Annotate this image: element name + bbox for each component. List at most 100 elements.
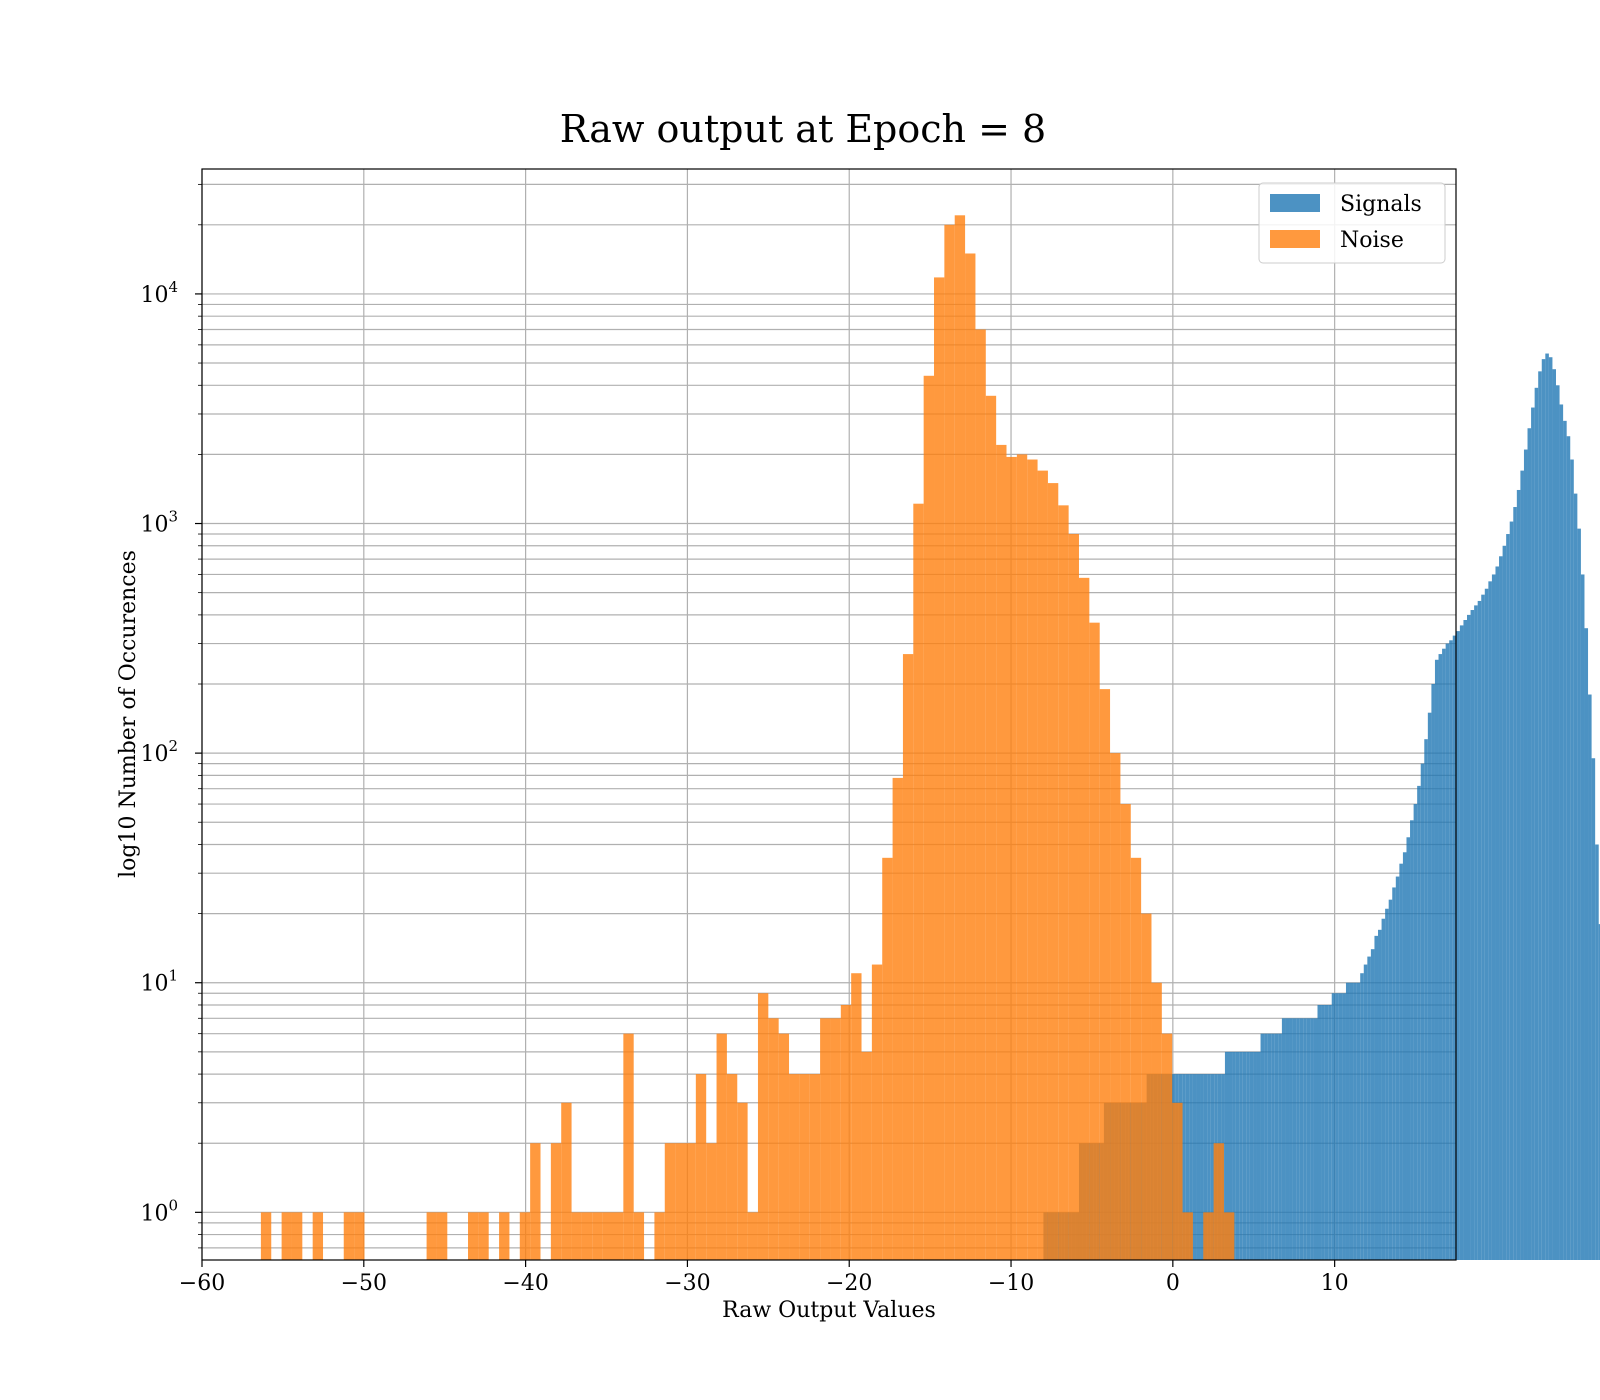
- histogram-bar: [1281, 1018, 1286, 1260]
- histogram-bar: [1588, 694, 1592, 1260]
- y-tick-label: 100: [140, 1196, 178, 1226]
- histogram-bar: [281, 1212, 292, 1260]
- histogram-bar: [1481, 594, 1485, 1260]
- histogram-bar: [706, 1143, 717, 1260]
- histogram-bar: [1484, 588, 1489, 1260]
- histogram-bar: [820, 1018, 831, 1260]
- y-tick-label: 102: [140, 737, 178, 767]
- histogram-bar: [1185, 1074, 1190, 1260]
- histogram-bar: [354, 1212, 365, 1260]
- histogram-bar: [1313, 1018, 1318, 1260]
- histogram-bar: [809, 1074, 821, 1260]
- histogram-bar: [1548, 357, 1553, 1260]
- histogram-bar: [1374, 935, 1379, 1260]
- histogram-bar: [1249, 1051, 1254, 1260]
- histogram-bar: [602, 1212, 613, 1260]
- x-axis-title: Raw Output Values: [722, 1298, 936, 1323]
- histogram-bar: [530, 1143, 541, 1260]
- histogram-bar: [944, 224, 955, 1261]
- legend: Signals Noise: [1258, 182, 1446, 264]
- histogram-bar: [1527, 428, 1532, 1260]
- histogram-bar: [1559, 404, 1564, 1261]
- histogram-bar: [1353, 982, 1357, 1260]
- histogram-bar: [1385, 908, 1389, 1260]
- histogram-bar: [1474, 605, 1478, 1260]
- histogram-bar: [1402, 852, 1407, 1260]
- histogram-bar: [975, 329, 986, 1261]
- histogram-bar: [1406, 837, 1411, 1260]
- histogram-bar: [1207, 1074, 1211, 1260]
- histogram-bar: [1324, 1004, 1329, 1260]
- histogram-bar: [1321, 1004, 1325, 1260]
- x-tick-label: 0: [1166, 1271, 1180, 1296]
- histogram-bar: [1552, 369, 1556, 1260]
- histogram-bar: [426, 1212, 437, 1260]
- histogram-bar: [1378, 929, 1382, 1260]
- histogram-bar: [716, 1033, 727, 1260]
- histogram-bar: [312, 1212, 324, 1260]
- histogram-bar: [1338, 993, 1343, 1260]
- histogram-bar: [1470, 610, 1475, 1260]
- histogram-bar: [1395, 876, 1400, 1260]
- y-tick-label: 104: [140, 278, 178, 308]
- histogram-bar: [1278, 1033, 1282, 1260]
- histogram-bar: [1477, 600, 1482, 1260]
- plot-area: −60 −50 −40 −30 −20 −10 0 10 100 101 102 103 104: [140, 168, 1600, 1296]
- histogram-bar: [1495, 566, 1500, 1260]
- histogram-bar: [902, 654, 914, 1260]
- histogram-bar: [1310, 1018, 1314, 1260]
- histogram-bar: [1424, 739, 1428, 1260]
- histogram-bar: [1363, 964, 1368, 1260]
- histogram-bar: [695, 1074, 707, 1260]
- histogram-bar: [1456, 631, 1460, 1260]
- histogram-bar: [1413, 804, 1418, 1260]
- histogram-bar: [861, 1051, 872, 1260]
- chart-title: Raw output at Epoch = 8: [560, 107, 1046, 151]
- histogram-bar: [1516, 489, 1521, 1261]
- histogram-bar: [1260, 1033, 1265, 1260]
- histogram-bar: [996, 444, 1007, 1260]
- histogram-bar: [1342, 993, 1346, 1260]
- histogram-bar: [1595, 844, 1599, 1260]
- histogram-bar: [1299, 1018, 1304, 1260]
- histogram-bar: [1328, 1004, 1332, 1260]
- histogram-bar: [654, 1212, 665, 1260]
- y-tick-label: 101: [140, 967, 178, 997]
- x-tick-label: −20: [826, 1271, 872, 1296]
- histogram-bar: [1381, 918, 1386, 1260]
- histogram-bar: [1239, 1051, 1243, 1260]
- histogram-bar: [1502, 545, 1507, 1260]
- histogram-bar: [1292, 1018, 1297, 1260]
- histogram-bar: [892, 777, 903, 1260]
- histogram-bar: [1431, 684, 1435, 1260]
- histogram-bar: [1223, 1212, 1235, 1260]
- x-tick-label: −40: [502, 1271, 548, 1296]
- histogram-bar: [1047, 483, 1059, 1261]
- histogram-bar: [1253, 1051, 1257, 1260]
- histogram-bar: [882, 857, 893, 1260]
- histogram-bar: [1555, 385, 1560, 1260]
- histogram-bar: [913, 503, 924, 1260]
- x-tick-label: −50: [341, 1271, 387, 1296]
- histogram-bar: [985, 395, 997, 1261]
- histogram-bar: [623, 1033, 634, 1260]
- histogram-bar: [1367, 956, 1371, 1260]
- histogram-bar: [1235, 1051, 1240, 1260]
- histogram-bar: [1200, 1074, 1204, 1260]
- histogram-bar: [1356, 982, 1361, 1260]
- histogram-bar: [1392, 887, 1396, 1260]
- histogram-bar: [1434, 659, 1439, 1260]
- histogram-bar: [478, 1212, 489, 1260]
- histogram-bar: [343, 1212, 355, 1260]
- axis-ticks: −60 −50 −40 −30 −20 −10 0 10 100 101 102 103 104: [140, 183, 1349, 1296]
- histogram-bar: [726, 1074, 738, 1260]
- histogram-bar: [1182, 1212, 1193, 1260]
- histogram-bar: [1459, 625, 1464, 1260]
- histogram-bar: [1203, 1212, 1214, 1260]
- series-noise: [260, 215, 1235, 1261]
- histogram-bar: [1242, 1051, 1247, 1260]
- histogram-bar: [1573, 493, 1578, 1260]
- histogram-bar: [1566, 436, 1571, 1260]
- histogram-bar: [1089, 622, 1100, 1260]
- histogram-bar: [1577, 528, 1581, 1260]
